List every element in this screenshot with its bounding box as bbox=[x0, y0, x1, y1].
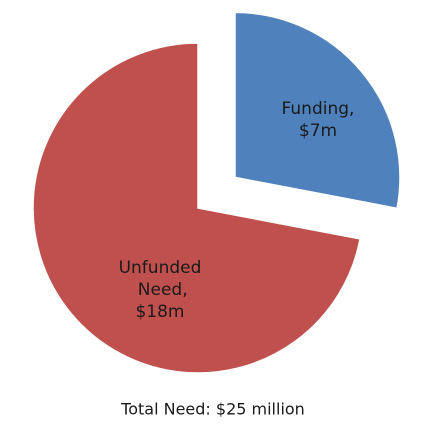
value-label: $18m bbox=[135, 302, 184, 322]
category-label-line: Need, bbox=[132, 280, 187, 300]
value-label: $7m bbox=[299, 121, 337, 141]
pie-slice bbox=[32, 42, 361, 374]
slice-label: Unfunded Need, $18m bbox=[119, 258, 202, 322]
category-label-line: Unfunded bbox=[119, 258, 202, 278]
pie-slice bbox=[234, 11, 401, 210]
category-label: Unfunded Need, bbox=[119, 258, 202, 300]
category-label: Funding, bbox=[282, 99, 355, 119]
chart-footer: Total Need: $25 million bbox=[120, 400, 305, 419]
slice-label: Funding, $7m bbox=[282, 99, 355, 141]
